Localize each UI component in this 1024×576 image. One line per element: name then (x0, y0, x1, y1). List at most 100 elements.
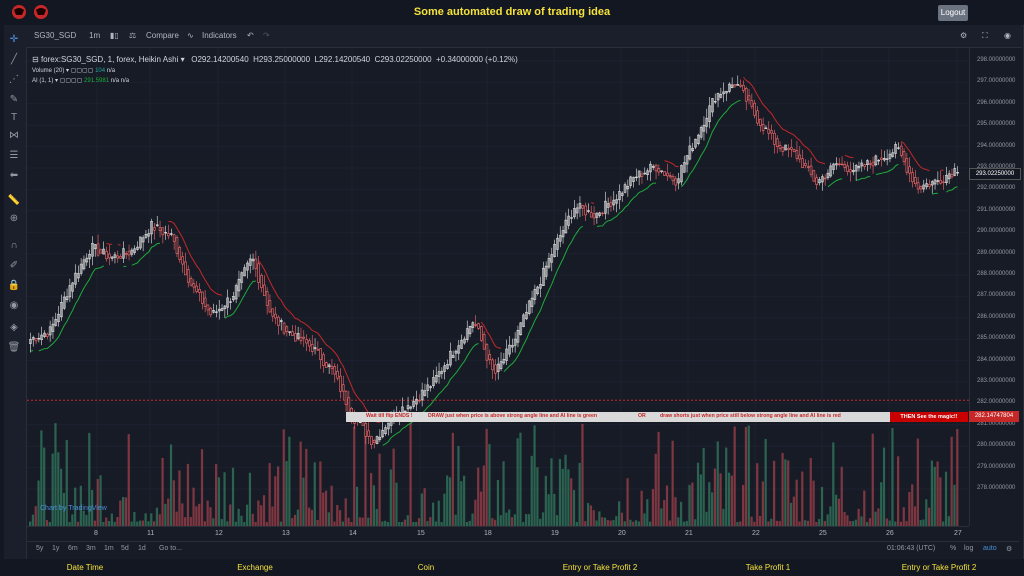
scale-settings-icon[interactable]: ⚙ (1006, 546, 1013, 553)
range-1m[interactable]: 1m (104, 545, 114, 552)
candle-body (77, 273, 80, 279)
volume-bar (48, 522, 51, 526)
utc-clock[interactable]: 01:06:43 (UTC) (887, 545, 936, 552)
redo-icon[interactable]: ↷ (263, 31, 270, 40)
ai-legend[interactable]: AI (1, 1) ▾ ▢▢▢▢ 291.5981 n/a n/a (32, 78, 130, 84)
candle-body (305, 339, 308, 344)
magnet-icon[interactable]: ∩ (10, 240, 18, 251)
volume-bar (626, 478, 629, 526)
range-1y[interactable]: 1y (52, 545, 60, 552)
fib-icon[interactable]: ⋰ (9, 74, 19, 85)
volume-bar (832, 442, 835, 526)
drawing-toolbar (4, 47, 27, 559)
interval-selector[interactable]: 1m (89, 31, 101, 40)
range-1d[interactable]: 1d (138, 545, 146, 552)
back-arrow-icon[interactable]: ⬅ (9, 170, 19, 181)
logout-button[interactable]: Logout (938, 5, 968, 21)
price-chart[interactable] (27, 48, 969, 526)
volume-bar (809, 457, 812, 526)
time-tick-label: 15 (417, 530, 425, 537)
candle-body (79, 263, 83, 274)
signal-banner (346, 412, 968, 422)
time-axis[interactable] (27, 526, 969, 541)
range-6m[interactable]: 6m (68, 545, 78, 552)
volume-bar (618, 501, 621, 526)
range-5y[interactable]: 5y (36, 545, 44, 552)
candle-body (694, 138, 697, 148)
candle-body (792, 149, 796, 153)
candle-body (339, 375, 342, 392)
text-icon[interactable]: T (10, 112, 18, 123)
prediction-icon[interactable]: ☰ (9, 150, 19, 161)
candle-body (102, 248, 105, 255)
log-toggle[interactable]: log (964, 545, 974, 552)
candle-body (192, 283, 196, 288)
price-tick-label: 282.00000000 (977, 399, 1016, 406)
camera-icon[interactable]: ◉ (1004, 31, 1011, 40)
volume-bar (229, 504, 232, 526)
volume-label: Volume (20) (32, 68, 65, 74)
candle-body (928, 184, 931, 187)
price-axis[interactable] (969, 48, 1020, 526)
trash-icon[interactable]: 🗑 (7, 342, 21, 353)
volume-bar (463, 475, 466, 526)
lock-icon[interactable]: 🔒 (7, 280, 21, 291)
volume-bar (161, 457, 164, 526)
symbol-search[interactable]: SG30_SGD (34, 31, 77, 40)
volume-bar (541, 512, 545, 526)
goto-button[interactable]: Go to... (159, 545, 182, 552)
volume-bar (409, 422, 412, 526)
volume-bar (138, 520, 142, 526)
candle-body (215, 311, 218, 313)
ai-line-green (38, 265, 104, 352)
volume-bar (448, 477, 452, 526)
brush-icon[interactable]: ✎ (9, 94, 19, 105)
range-3m[interactable]: 3m (86, 545, 96, 552)
candle-body (911, 172, 914, 183)
undo-icon[interactable]: ↶ (247, 31, 254, 40)
volume-bar (556, 515, 559, 526)
volume-bar (660, 508, 663, 526)
volume-bar (220, 519, 223, 526)
chart-style-icon[interactable]: ▮▯ (110, 31, 119, 40)
compare-button[interactable]: Compare (146, 31, 179, 40)
time-tick-label: 27 (954, 530, 962, 537)
volume-bar (502, 461, 505, 526)
percent-toggle[interactable]: % (950, 545, 957, 552)
trend-line-icon[interactable]: ╱ (10, 54, 18, 65)
fullscreen-icon[interactable]: ⛶ (982, 31, 988, 40)
candle-body (691, 148, 694, 152)
candle-body (849, 169, 852, 173)
stay-drawing-icon[interactable]: ✐ (9, 260, 19, 271)
crosshair-icon[interactable]: ✛ (9, 34, 19, 45)
volume-bar (595, 520, 598, 526)
auto-toggle[interactable]: auto (983, 545, 997, 552)
layers-icon[interactable]: ◈ (10, 322, 18, 333)
pattern-icon[interactable]: ⋈ (9, 130, 19, 141)
compare-icon[interactable]: ⚖ (129, 31, 137, 40)
collapse-icon[interactable]: ⊟ (32, 55, 39, 64)
ruler-icon[interactable]: 📏 (7, 195, 21, 206)
candle-body (544, 265, 548, 277)
candle-body (347, 397, 351, 413)
volume-bar (874, 511, 877, 526)
volume-legend[interactable]: Volume (20) ▾ ▢▢▢▢ 104 n/a (32, 68, 116, 74)
candle-body (274, 313, 277, 319)
ai-line-red (591, 202, 595, 204)
volume-bar (231, 467, 235, 526)
eye-icon[interactable]: ◉ (9, 300, 19, 311)
candle-body (533, 289, 537, 300)
volume-bar (212, 518, 215, 526)
range-5d[interactable]: 5d (121, 545, 129, 552)
candle-body (953, 168, 957, 176)
indicators-button[interactable]: Indicators (202, 31, 237, 40)
candle-body (806, 166, 810, 168)
candle-body (581, 205, 585, 209)
tradingview-watermark[interactable]: Chart by TradingView (40, 505, 107, 512)
indicators-icon[interactable]: ∿ (187, 31, 194, 40)
zoom-in-icon[interactable]: ⊕ (9, 213, 19, 224)
candle-body (519, 322, 523, 335)
banner-part-3: OR (638, 413, 646, 419)
volume-bar (479, 491, 483, 526)
settings-icon[interactable]: ⚙ (960, 31, 968, 40)
